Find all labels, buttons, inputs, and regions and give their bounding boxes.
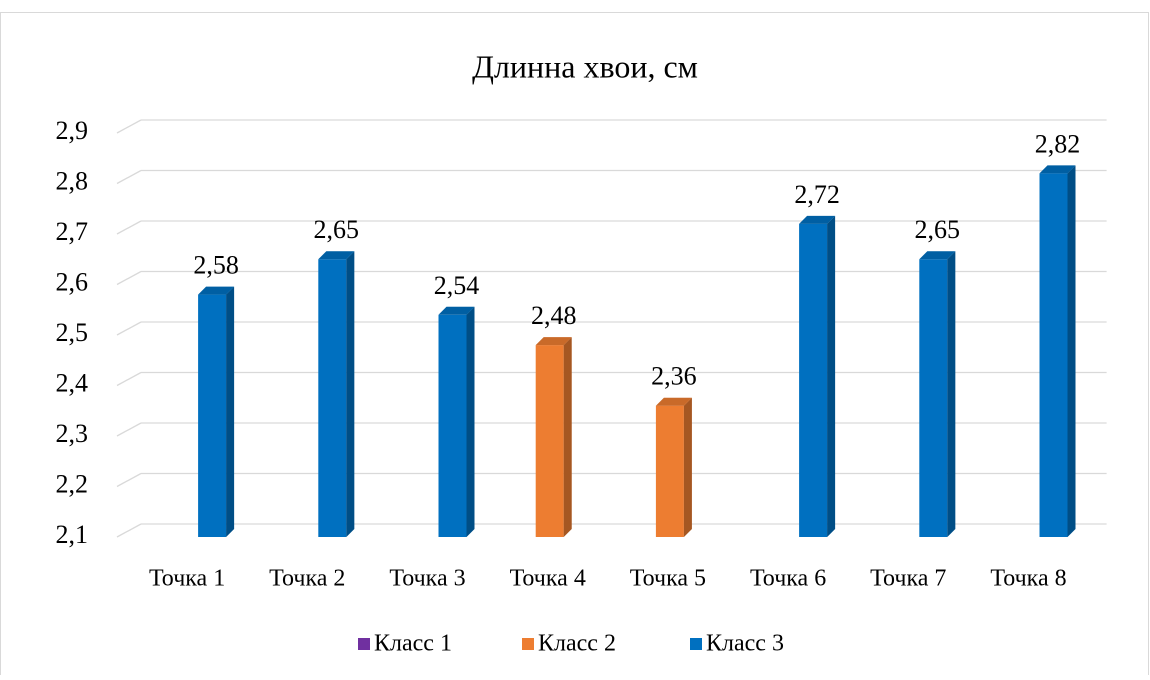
x-tick-label: Точка 7 [870,566,946,592]
bar-side-shade [1067,165,1076,537]
grid-line-side [116,321,142,336]
bar-top [799,215,836,224]
bar-side-shade [683,397,692,537]
bar-side-shade [827,215,836,537]
bar [198,294,227,537]
bar-side-shade [466,306,475,537]
bar [655,405,684,537]
bar-top-shade [1039,165,1076,174]
grid-line-side [116,270,142,286]
bar [318,259,347,537]
x-tick-label: Точка 3 [389,566,465,592]
data-label: 2,65 [915,215,961,244]
grid-line-side [116,371,142,387]
bar-top [655,397,692,406]
bar [799,223,828,537]
legend-label: Класс 1 [374,631,452,657]
grid-line-side [116,220,142,235]
legend-label: Класс 3 [706,631,784,657]
y-tick-label: 2,2 [56,469,89,498]
x-tick-label: Точка 2 [269,566,345,592]
data-label: 2,72 [794,180,840,209]
y-tick-label: 2,7 [56,217,89,246]
bar-side-shade [947,251,956,537]
bar-top-shade [198,286,235,295]
data-label: 2,48 [531,301,577,330]
grid-line-side [116,169,142,185]
bar-top [1039,165,1076,174]
x-tick-label: Точка 4 [510,566,586,592]
bar-side [346,251,355,537]
chart-border [0,12,1149,680]
bar-top-shade [438,306,475,315]
grid-line-side [116,472,142,488]
data-label: 2,82 [1035,129,1081,158]
legend-label: Класс 2 [538,631,616,657]
bar-top-shade [919,251,956,260]
data-label: 2,58 [193,251,239,280]
x-tick-label: Точка 1 [149,566,225,592]
x-tick-label: Точка 8 [990,566,1066,592]
bar [919,259,948,537]
grid-line-side [116,523,142,538]
bar-side [947,251,956,537]
bar [535,345,564,537]
data-label: 2,54 [434,271,480,300]
bar-side [563,337,572,537]
bar-top-shade [535,337,572,346]
bar-side [683,397,692,537]
bar-top [198,286,235,295]
x-tick-label: Точка 5 [630,566,706,592]
y-tick-label: 2,3 [56,419,89,448]
bar-top-shade [655,397,692,406]
bar-top [535,337,572,346]
bar-top [438,306,475,315]
bar-side-shade [226,286,235,537]
bar-side [1067,165,1076,537]
y-tick-label: 2,9 [56,116,89,145]
grid-line-side [116,119,142,134]
bar-top [318,251,355,260]
bar-side-shade [563,337,572,537]
y-tick-label: 2,1 [56,520,89,549]
bar-top [919,251,956,260]
bar-side-shade [346,251,355,537]
y-tick-label: 2,4 [56,368,89,397]
x-tick-label: Точка 6 [750,566,826,592]
bar-side [226,286,235,537]
data-label: 2,65 [314,215,360,244]
bar-top-shade [318,251,355,260]
y-tick-label: 2,5 [56,318,89,347]
legend-swatch [522,638,534,650]
legend-swatch [358,638,370,650]
bar-side [827,215,836,537]
y-tick-label: 2,8 [56,166,89,195]
bar-top-shade [799,215,836,224]
chart-title: Длинна хвои, см [472,48,698,84]
bar [438,314,467,537]
bar [1039,173,1068,537]
y-tick-label: 2,6 [56,267,89,296]
bar-side [466,306,475,537]
data-label: 2,36 [651,362,697,391]
grid-line-side [116,422,142,437]
legend-swatch [690,638,702,650]
